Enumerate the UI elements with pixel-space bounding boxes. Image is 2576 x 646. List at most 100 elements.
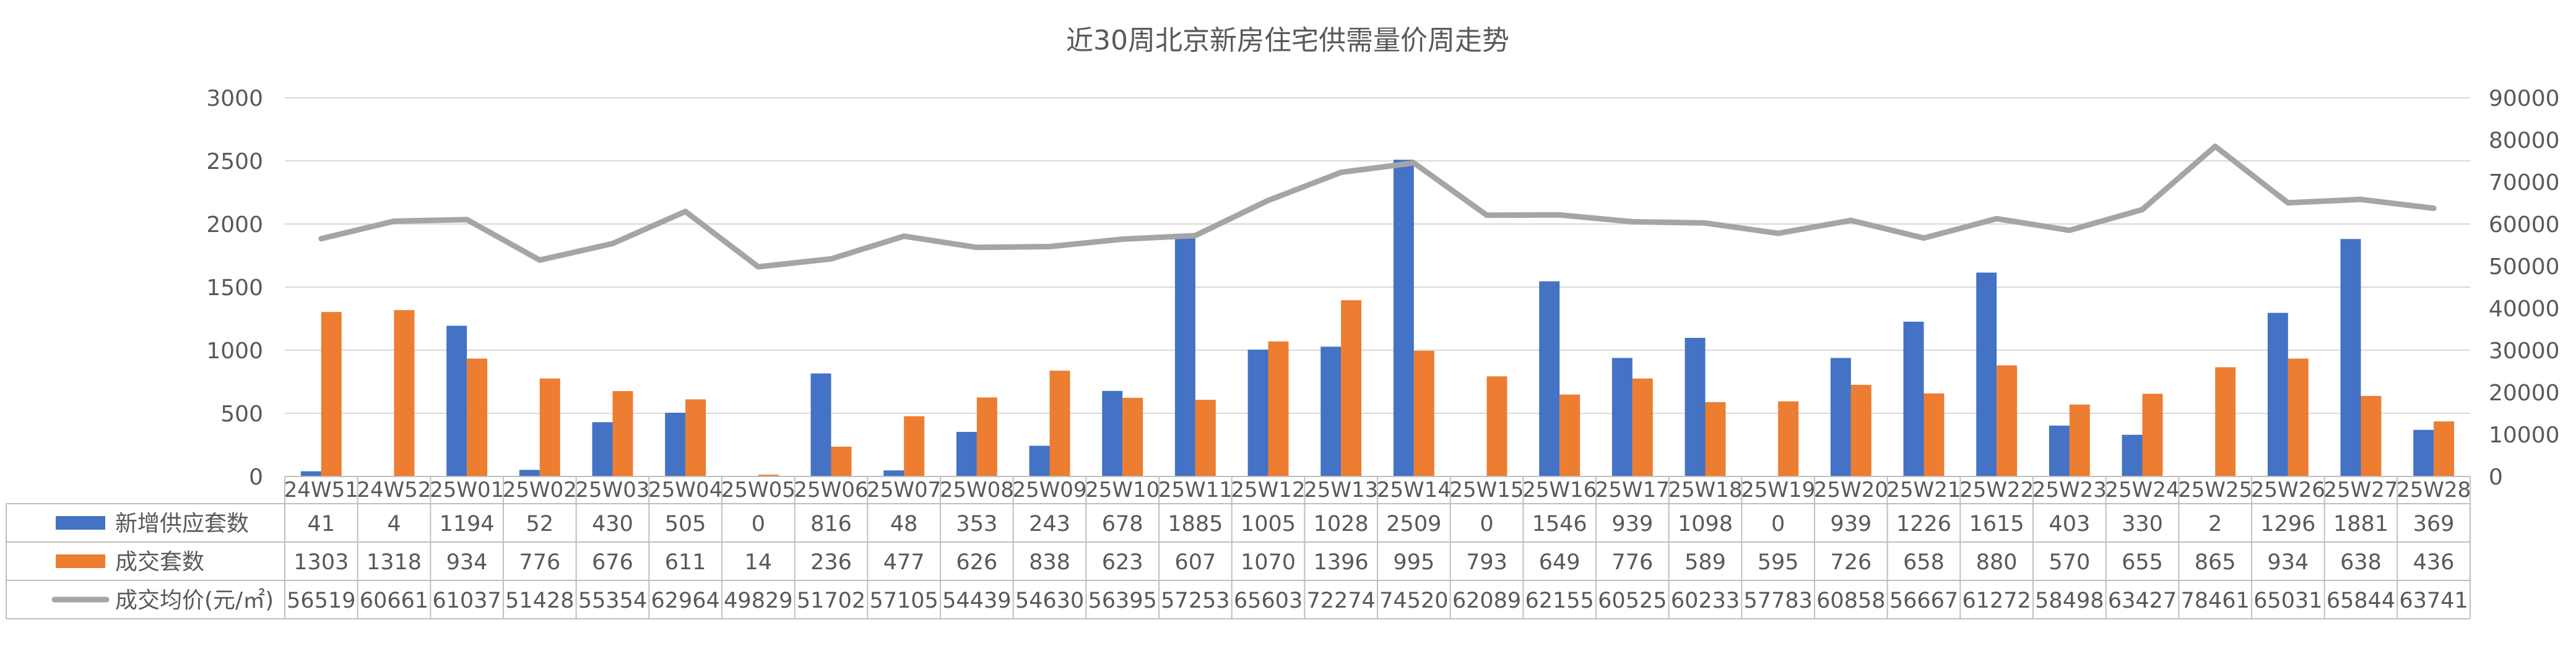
bar-deals: [977, 397, 997, 476]
x-tick-label: 25W10: [1085, 478, 1160, 502]
bar-deals: [1341, 300, 1361, 476]
x-tick-label: 25W27: [2323, 478, 2398, 502]
bar-supply: [883, 470, 904, 476]
data-table-cell: 62964: [651, 588, 719, 613]
data-table-cell: 56519: [287, 588, 355, 613]
bar-supply: [1904, 322, 1924, 476]
data-table-cell: 865: [2195, 550, 2236, 575]
data-table-cell: 995: [1393, 550, 1434, 575]
data-table-cell: 49829: [724, 588, 792, 613]
bar-deals: [2361, 396, 2382, 476]
data-table-cell: 60525: [1598, 588, 1667, 613]
data-table-cell: 611: [665, 550, 706, 575]
x-tick-label: 25W26: [2251, 478, 2325, 502]
bar-deals: [2288, 358, 2309, 476]
data-table-cell: 838: [1029, 550, 1070, 575]
bar-supply: [1976, 273, 1997, 476]
x-tick-label: 25W22: [1959, 478, 2034, 502]
data-table-cell: 243: [1029, 512, 1070, 536]
bar-supply: [1321, 347, 1341, 476]
bar-supply: [1030, 446, 1050, 476]
data-table-cell: 726: [1830, 550, 1871, 575]
bar-deals: [540, 379, 560, 476]
data-table-cell: 74520: [1379, 588, 1448, 613]
data-table-cell: 638: [2340, 550, 2382, 575]
data-table-cell: 880: [1976, 550, 2018, 575]
y-right-tick-label: 20000: [2489, 381, 2560, 406]
x-tick-label: 24W51: [284, 478, 358, 502]
bar-deals: [1268, 342, 1289, 476]
bar-deals: [2434, 421, 2454, 476]
data-table-cell: 776: [519, 550, 560, 575]
bar-deals: [394, 310, 415, 476]
x-tick-label: 24W52: [357, 478, 431, 502]
x-tick-label: 25W16: [1522, 478, 1597, 502]
data-table-cell: 939: [1611, 512, 1653, 536]
data-table-cell: 0: [1771, 512, 1785, 536]
data-table-cell: 595: [1758, 550, 1799, 575]
y-right-tick-label: 90000: [2489, 86, 2560, 111]
x-tick-label: 25W12: [1231, 478, 1305, 502]
y-right-tick-label: 40000: [2489, 296, 2560, 322]
x-tick-label: 25W06: [794, 478, 868, 502]
x-tick-label: 25W09: [1012, 478, 1086, 502]
bar-supply: [1831, 358, 1851, 476]
bar-supply: [1102, 391, 1122, 476]
x-tick-label: 25W19: [1741, 478, 1815, 502]
data-table-cell: 65603: [1234, 588, 1303, 613]
data-table-cell: 236: [810, 550, 852, 575]
legend-key-deals: [56, 554, 105, 568]
data-table-cell: 607: [1174, 550, 1216, 575]
bar-deals: [1050, 371, 1070, 476]
y-left-tick-label: 2000: [206, 212, 263, 238]
data-table-cell: 649: [1539, 550, 1581, 575]
data-table-cell: 57253: [1161, 588, 1229, 613]
bar-supply: [519, 470, 540, 476]
bar-deals: [1778, 402, 1798, 476]
data-table-cell: 0: [1480, 512, 1493, 536]
data-table-cell: 676: [592, 550, 633, 575]
bar-supply: [446, 325, 467, 476]
data-table-cell: 61037: [432, 588, 501, 613]
y-left-tick-label: 2500: [206, 149, 263, 174]
bar-deals: [1924, 394, 1945, 476]
bar-supply: [1248, 350, 1268, 476]
y-left-tick-label: 1500: [206, 275, 263, 301]
bar-deals: [321, 312, 342, 476]
data-table-cell: 570: [2049, 550, 2090, 575]
y-right-tick-label: 80000: [2489, 128, 2560, 153]
bar-supply: [1539, 282, 1559, 476]
data-table-cell: 56667: [1889, 588, 1958, 613]
data-table-cell: 62089: [1452, 588, 1521, 613]
data-table-cell: 934: [2267, 550, 2309, 575]
bar-deals: [831, 447, 852, 476]
data-table-cell: 430: [592, 512, 633, 536]
bar-deals: [2070, 405, 2090, 476]
data-table-cell: 65844: [2327, 588, 2395, 613]
data-table-cell: 63741: [2399, 588, 2468, 613]
x-tick-label: 25W04: [648, 478, 722, 502]
y-right-tick-label: 0: [2489, 465, 2503, 490]
data-table-cell: 1070: [1241, 550, 1296, 575]
x-tick-label: 25W21: [1886, 478, 1961, 502]
data-table-cell: 658: [1903, 550, 1945, 575]
bar-deals: [1633, 379, 1653, 476]
data-table-cell: 369: [2413, 512, 2455, 536]
data-table-cell: 56395: [1088, 588, 1156, 613]
y-right-tick-label: 30000: [2489, 338, 2560, 364]
bar-supply: [2341, 239, 2361, 476]
data-table-cell: 54630: [1015, 588, 1084, 613]
data-table-cell: 60233: [1671, 588, 1740, 613]
data-table-cell: 353: [956, 512, 997, 536]
bar-supply: [811, 374, 831, 476]
x-tick-label: 25W20: [1814, 478, 1888, 502]
legend-key-supply: [56, 516, 105, 530]
data-table-cell: 48: [890, 512, 918, 536]
x-tick-label: 25W28: [2396, 478, 2471, 502]
data-table-cell: 2: [2208, 512, 2222, 536]
bar-deals: [467, 358, 487, 476]
data-table-cell: 793: [1466, 550, 1507, 575]
data-table-cell: 57783: [1743, 588, 1812, 613]
